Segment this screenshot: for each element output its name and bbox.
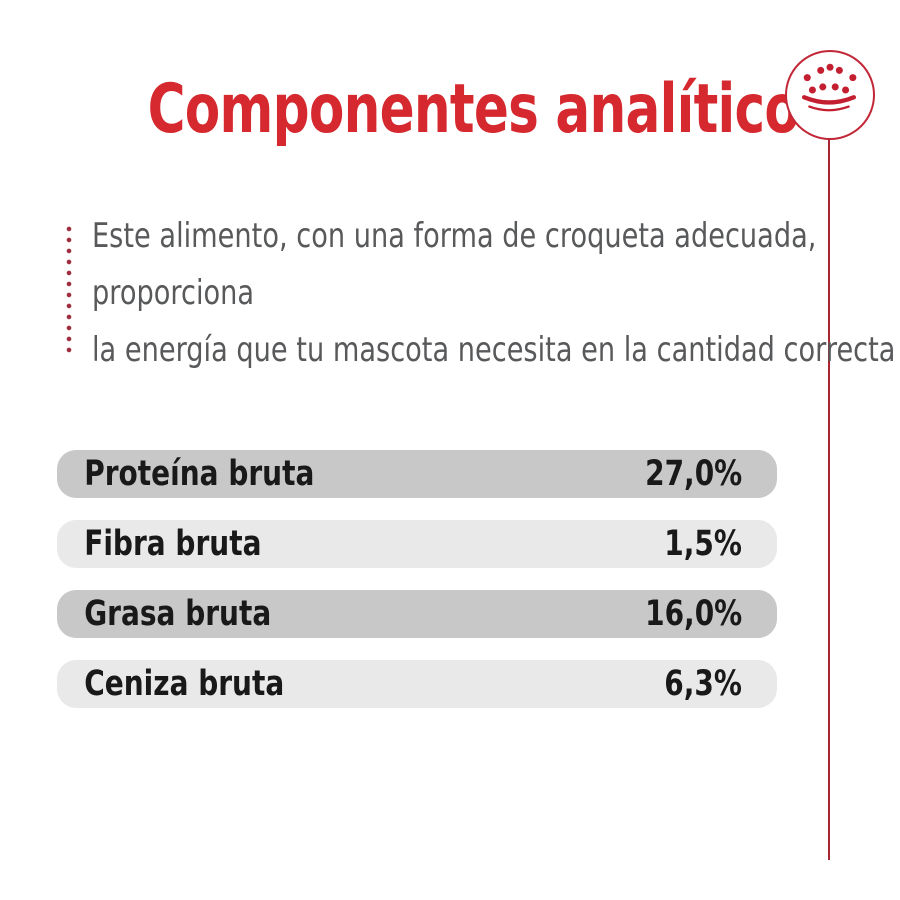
component-value: 6,3% (664, 664, 742, 704)
component-value: 1,5% (664, 524, 742, 564)
table-row: Fibra bruta 1,5% (57, 520, 777, 568)
dotted-accent-line (66, 224, 72, 358)
component-label: Proteína bruta (84, 454, 315, 494)
intro-line-3: la energía que tu mascota necesita en la… (92, 330, 896, 370)
table-row: Proteína bruta 27,0% (57, 450, 777, 498)
intro-line-1: Este alimento, con una forma de croqueta… (92, 216, 817, 256)
component-label: Grasa bruta (84, 594, 272, 634)
table-row: Grasa bruta 16,0% (57, 590, 777, 638)
analytical-components-table: Proteína bruta 27,0% Fibra bruta 1,5% Gr… (57, 450, 777, 730)
component-value: 27,0% (644, 454, 742, 494)
vertical-divider-line (827, 139, 831, 860)
brand-logo (785, 50, 875, 140)
intro-line-2: proporciona (92, 273, 255, 313)
component-value: 16,0% (644, 594, 742, 634)
component-label: Fibra bruta (84, 524, 262, 564)
intro-paragraph: Este alimento, con una forma de croqueta… (92, 208, 896, 379)
component-label: Ceniza bruta (84, 664, 285, 704)
table-row: Ceniza bruta 6,3% (57, 660, 777, 708)
page-title: Componentes analíticos (147, 70, 830, 149)
